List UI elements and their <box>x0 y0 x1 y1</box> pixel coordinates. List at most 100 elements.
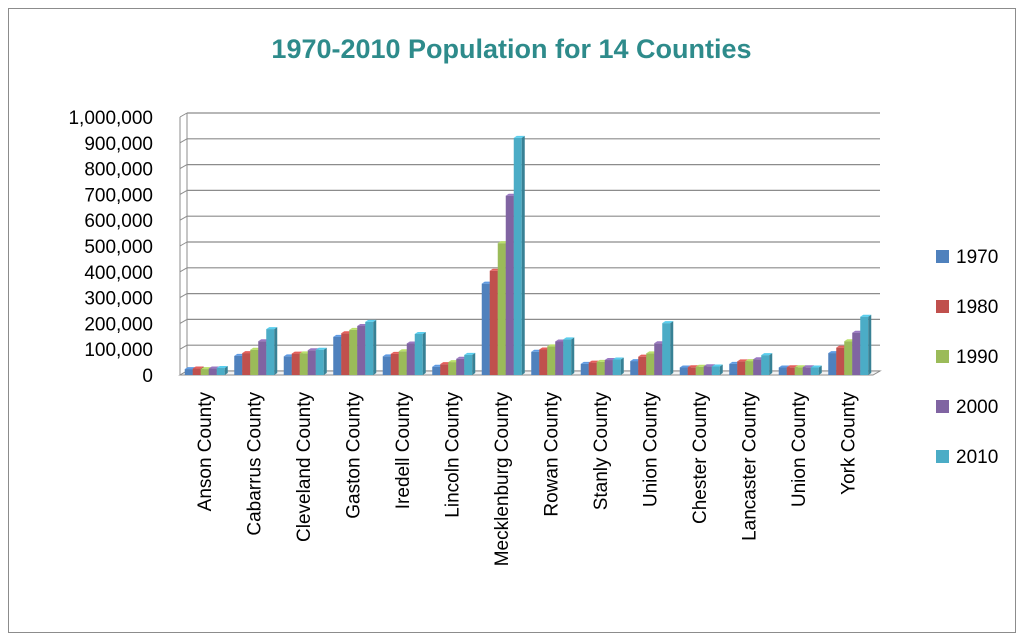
legend-swatch-2010 <box>936 450 949 463</box>
legend-label-1990: 1990 <box>956 347 998 368</box>
bar-1990 <box>250 349 259 375</box>
bar-1990 <box>349 329 358 375</box>
bar-2010 <box>266 329 275 375</box>
bar-1970 <box>184 369 193 375</box>
bar-1990 <box>547 346 556 375</box>
y-tick-label: 400,000 <box>84 263 153 284</box>
bar-1980 <box>390 353 399 375</box>
bar-1990 <box>844 341 853 375</box>
bar-1980 <box>638 356 647 375</box>
x-tick-label: Cabarrus County <box>244 392 265 536</box>
y-tick-label: 200,000 <box>84 314 153 335</box>
bar-top-2000 <box>802 365 814 368</box>
bar-2000 <box>802 367 811 375</box>
bar-side-2010 <box>719 364 723 375</box>
bar-1980 <box>588 362 597 375</box>
bar-2010 <box>513 137 522 375</box>
bar-2000 <box>406 343 415 375</box>
x-tick-label: Gaston County <box>343 392 364 519</box>
bar-2010 <box>464 354 473 375</box>
y-tick-label: 700,000 <box>84 185 153 206</box>
y-tick-label: 100,000 <box>84 340 153 361</box>
gridline-side-2 <box>179 318 188 324</box>
gridline-side-9 <box>179 138 188 144</box>
bar-1990 <box>794 367 803 375</box>
bar-top-1980 <box>192 366 204 369</box>
bar-1970 <box>234 355 243 375</box>
x-tick-label: Lancaster County <box>739 392 760 541</box>
x-tick-label: Mecklenburg County <box>492 392 513 567</box>
y-tick-label: 1,000,000 <box>68 108 153 129</box>
bar-1970 <box>432 366 441 375</box>
bar-2010 <box>612 359 621 375</box>
legend-swatch-1990 <box>936 350 949 363</box>
legend-swatch-1980 <box>936 300 949 313</box>
x-tick-label: Iredell County <box>393 392 414 510</box>
bar-top-1980 <box>291 351 303 354</box>
bar-top-1970 <box>679 365 691 368</box>
bar-side-2010 <box>323 347 327 375</box>
bar-1990 <box>596 361 605 375</box>
bar-1990 <box>497 243 506 375</box>
bar-2010 <box>315 349 324 375</box>
bar-top-1980 <box>786 365 798 368</box>
bar-1990 <box>695 366 704 375</box>
bar-side-2010 <box>472 352 476 375</box>
bar-2000 <box>654 343 663 375</box>
gridline-side-5 <box>179 241 188 247</box>
bar-2000 <box>258 341 267 375</box>
x-tick-label: Lincoln County <box>442 392 463 518</box>
bar-1980 <box>687 367 696 375</box>
bar-1970 <box>729 363 738 375</box>
bar-side-2010 <box>670 321 674 375</box>
bar-2010 <box>860 316 869 375</box>
bar-2010 <box>216 368 225 375</box>
bar-top-2010 <box>266 327 278 330</box>
legend-label-1980: 1980 <box>956 297 998 318</box>
bar-top-2010 <box>563 337 575 340</box>
bar-top-2000 <box>703 364 715 367</box>
bar-1980 <box>291 353 300 375</box>
bar-1970 <box>828 353 837 375</box>
bar-2000 <box>505 195 514 375</box>
bar-2000 <box>852 332 861 375</box>
bar-top-2010 <box>315 347 327 350</box>
bar-top-2010 <box>464 352 476 355</box>
gridline-side-3 <box>179 293 188 299</box>
y-tick-label: 300,000 <box>84 289 153 310</box>
bar-1980 <box>836 347 845 375</box>
bar-side-2010 <box>620 357 624 375</box>
bar-2000 <box>703 366 712 375</box>
bar-top-2010 <box>662 321 674 324</box>
x-tick-label: Union County <box>640 392 661 508</box>
bar-side-2010 <box>521 135 525 375</box>
bar-1990 <box>299 353 308 375</box>
bar-side-2010 <box>571 337 575 375</box>
bar-top-1990 <box>794 365 806 368</box>
bar-2010 <box>761 355 770 375</box>
y-tick-label: 800,000 <box>84 160 153 181</box>
bar-1970 <box>283 356 292 375</box>
x-tick-label: Stanly County <box>591 392 612 511</box>
gridline-side-10 <box>179 112 188 118</box>
bar-1970 <box>481 283 490 375</box>
bar-1980 <box>440 364 449 375</box>
bar-2010 <box>414 333 423 375</box>
bar-1980 <box>341 333 350 375</box>
bar-1990 <box>200 369 209 375</box>
gridline-side-6 <box>179 215 188 221</box>
bar-top-1980 <box>737 359 749 362</box>
bar-top-2010 <box>414 331 426 334</box>
bar-1970 <box>382 356 391 375</box>
bar-1990 <box>646 353 655 375</box>
bar-side-2010 <box>373 319 377 375</box>
bar-2000 <box>555 341 564 375</box>
bar-1990 <box>398 351 407 375</box>
bar-1980 <box>489 270 498 375</box>
bar-2010 <box>365 321 374 375</box>
bar-1970 <box>778 367 787 375</box>
y-tick-label: 500,000 <box>84 237 153 258</box>
bar-1980 <box>539 349 548 375</box>
bar-1970 <box>531 351 540 375</box>
x-tick-label: Union County <box>789 392 810 508</box>
